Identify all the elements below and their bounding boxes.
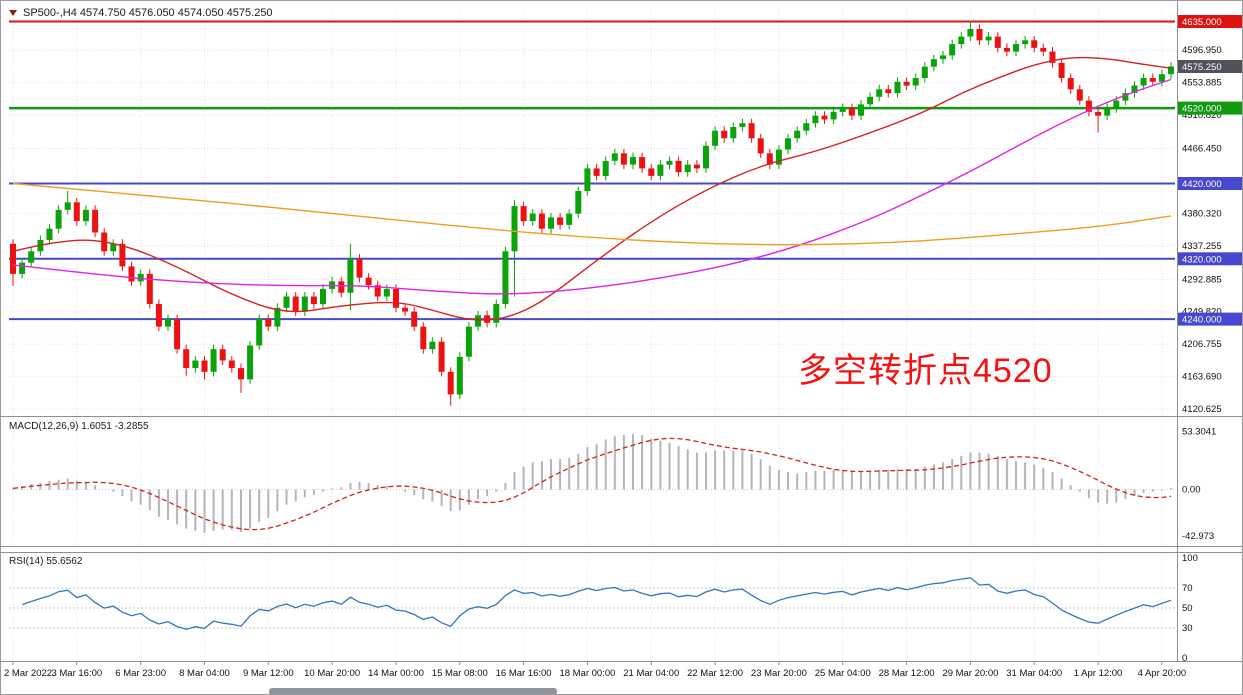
svg-text:25 Mar 04:00: 25 Mar 04:00 [815,668,871,679]
svg-text:4249.820: 4249.820 [1182,307,1222,318]
svg-text:70: 70 [1182,583,1193,594]
svg-text:4420.000: 4420.000 [1182,179,1222,190]
macd-indicator-label: MACD(12,26,9) 1.6051 -3.2855 [9,421,149,432]
svg-text:100: 100 [1182,553,1198,564]
svg-text:0: 0 [1182,653,1187,664]
h-scrollbar-thumb[interactable] [269,688,557,694]
svg-text:21 Mar 04:00: 21 Mar 04:00 [623,668,679,679]
macd-layer [9,434,1175,533]
price-badge [1178,60,1242,73]
svg-text:4553.885: 4553.885 [1182,78,1222,89]
svg-text:4120.625: 4120.625 [1182,404,1222,415]
svg-text:4510.820: 4510.820 [1182,110,1222,121]
annotation-text[interactable]: 多空转折点4520 [798,352,1053,390]
hline-layer [9,20,1175,321]
svg-text:15 Mar 08:00: 15 Mar 08:00 [432,668,488,679]
svg-text:2 Mar 2022: 2 Mar 2022 [4,668,52,679]
svg-text:4596.950: 4596.950 [1182,45,1222,56]
svg-text:-42.973: -42.973 [1182,531,1214,542]
svg-text:4206.755: 4206.755 [1182,339,1222,350]
svg-text:4380.320: 4380.320 [1182,208,1222,219]
svg-text:4466.450: 4466.450 [1182,143,1222,154]
svg-text:4320.000: 4320.000 [1182,254,1222,265]
ma-slow-orange-line [12,182,1172,246]
price-badge [1178,312,1242,326]
rsi-line [21,577,1172,630]
svg-text:4635.000: 4635.000 [1182,17,1222,28]
svg-text:53.3041: 53.3041 [1182,427,1216,438]
ma-fast-red-line [12,56,1172,321]
price-badge [1178,177,1242,190]
price-axis-layer: 4596.950 4553.885 4510.820 4466.450 4380.320… [1178,15,1242,664]
svg-text:28 Mar 12:00: 28 Mar 12:00 [879,668,935,679]
time-axis-layer: 2 Mar 2022 3 Mar 16:00 6 Mar 23:00 8 Mar 04… [4,662,1186,679]
svg-text:9 Mar 12:00: 9 Mar 12:00 [243,668,294,679]
svg-text:10 Mar 20:00: 10 Mar 20:00 [304,668,360,679]
svg-text:22 Mar 12:00: 22 Mar 12:00 [687,668,743,679]
svg-text:50: 50 [1182,603,1193,614]
svg-text:30: 30 [1182,623,1193,634]
ma-mid-magenta-line [12,78,1172,295]
frame-layer [1,1,1242,662]
svg-text:23 Mar 20:00: 23 Mar 20:00 [751,668,807,679]
svg-text:8 Mar 04:00: 8 Mar 04:00 [179,668,230,679]
svg-text:4240.000: 4240.000 [1182,315,1222,326]
svg-text:31 Mar 04:00: 31 Mar 04:00 [1006,668,1062,679]
svg-text:29 Mar 20:00: 29 Mar 20:00 [942,668,998,679]
svg-text:4337.255: 4337.255 [1182,241,1222,252]
svg-text:1 Apr 12:00: 1 Apr 12:00 [1074,668,1123,679]
svg-text:18 Mar 00:00: 18 Mar 00:00 [559,668,615,679]
svg-text:16 Mar 16:00: 16 Mar 16:00 [496,668,552,679]
rsi-layer [9,577,1175,630]
grid-layer [9,9,1175,660]
candles-layer [10,20,1174,406]
rsi-indicator-label: RSI(14) 55.6562 [9,556,83,567]
svg-text:14 Mar 00:00: 14 Mar 00:00 [368,668,424,679]
svg-text:4 Apr 20:00: 4 Apr 20:00 [1138,668,1187,679]
price-badge [1178,252,1242,266]
macd-signal-line [12,437,1172,531]
svg-text:4163.690: 4163.690 [1182,372,1222,383]
svg-text:4575.250: 4575.250 [1182,62,1222,73]
svg-text:4520.000: 4520.000 [1182,104,1222,115]
price-badge [1178,15,1242,28]
ma-layer [12,56,1172,321]
svg-text:3 Mar 16:00: 3 Mar 16:00 [51,668,102,679]
svg-text:6 Mar 23:00: 6 Mar 23:00 [115,668,166,679]
svg-text:4292.885: 4292.885 [1182,274,1222,285]
svg-text:0.00: 0.00 [1182,485,1201,496]
chart-title-text: SP500-,H4 4574.750 4576.050 4574.050 457… [23,7,273,19]
price-badge [1178,101,1242,115]
chart-title: SP500-,H4 4574.750 4576.050 4574.050 457… [9,7,273,19]
chart-marker-icon [9,10,17,16]
